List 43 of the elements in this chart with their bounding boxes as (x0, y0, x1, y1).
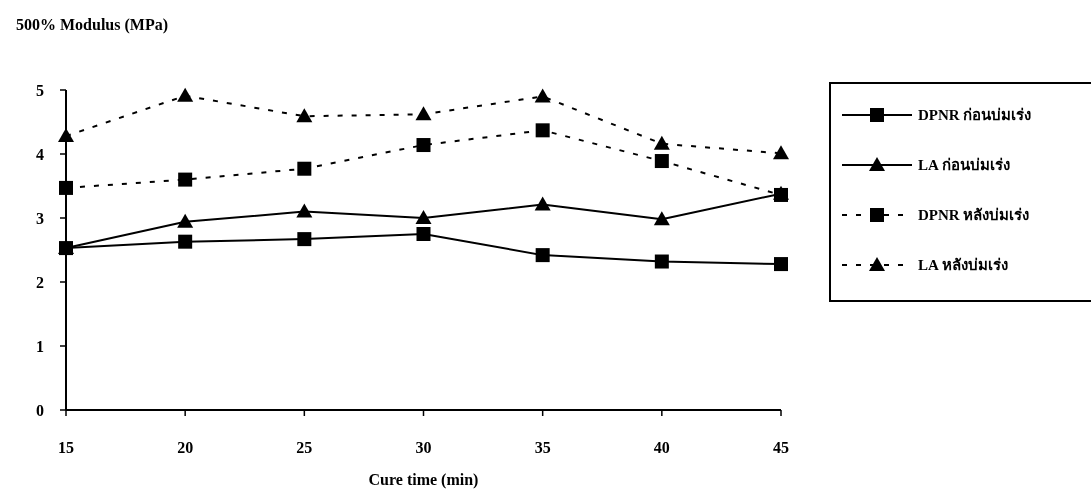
point (773, 145, 789, 160)
point (416, 138, 431, 153)
point (296, 203, 313, 218)
y-tick-label: 5 (36, 81, 44, 99)
y-tick-label: 0 (36, 401, 44, 419)
point (178, 234, 193, 249)
point (654, 154, 669, 169)
point (653, 211, 670, 226)
point (535, 123, 550, 138)
y-tick-label: 3 (36, 209, 44, 227)
x-tick-label: 15 (58, 439, 74, 456)
x-tick-label: 20 (177, 439, 194, 456)
point (58, 128, 74, 143)
y-tick-label: 2 (36, 273, 44, 291)
point (534, 88, 551, 103)
point (774, 257, 788, 272)
y-tick-label: 1 (36, 337, 44, 355)
point (177, 87, 194, 102)
point (416, 227, 431, 241)
x-tick-label: 25 (296, 439, 313, 456)
point (178, 172, 193, 187)
x-tick-label: 35 (534, 439, 551, 456)
point (415, 106, 432, 121)
x-tick-label: 30 (415, 439, 432, 456)
legend-label: LA ก่อนบ่มเร่ง (918, 157, 1010, 174)
point (297, 232, 312, 247)
point (59, 180, 73, 195)
point (177, 213, 194, 228)
legend-label: DPNR หลังบ่มเร่ง (918, 207, 1030, 224)
legend-label: LA หลังบ่มเร่ง (918, 257, 1008, 274)
point (534, 196, 551, 211)
legend-label: DPNR ก่อนบ่มเร่ง (918, 107, 1032, 124)
point (296, 108, 313, 123)
point (654, 254, 669, 269)
point (415, 210, 432, 224)
point (653, 135, 670, 150)
y-axis-title: 500% Modulus (MPa) (16, 16, 168, 34)
x-tick-label: 40 (653, 439, 670, 456)
x-axis-title: Cure time (min) (368, 471, 479, 489)
point (297, 161, 312, 176)
point (535, 248, 550, 263)
x-tick-label: 45 (773, 439, 789, 456)
y-tick-label: 4 (36, 145, 44, 163)
